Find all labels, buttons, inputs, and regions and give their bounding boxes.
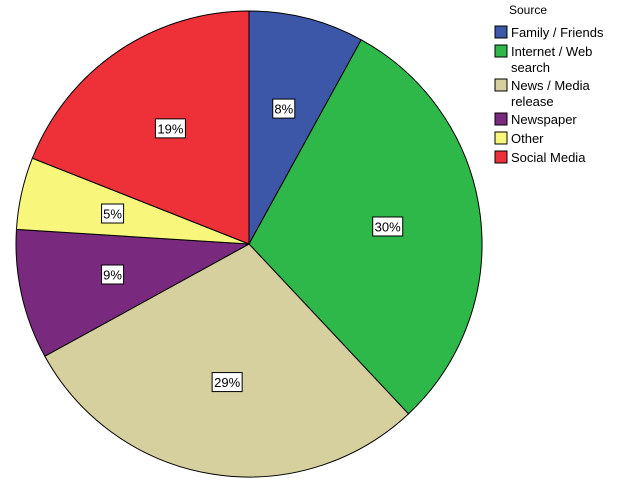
legend-item-newspaper: Newspaper xyxy=(494,112,577,127)
data-label-box xyxy=(272,98,296,119)
legend-swatch xyxy=(494,44,508,58)
data-label-text: 8% xyxy=(274,102,293,117)
legend-label: News / Media xyxy=(511,78,591,93)
legend-item-family-friends: Family / Friends xyxy=(494,25,604,40)
legend-label: Internet / Web xyxy=(511,44,592,59)
data-label-text: 30% xyxy=(375,219,401,234)
legend-label: Family / Friends xyxy=(511,25,604,40)
data-label-box xyxy=(154,118,186,139)
legend-item-social-media: Social Media xyxy=(494,150,586,165)
data-label-news-media-release: 29% xyxy=(211,372,243,393)
pie-labels: 8% 30% 29% 9% 5% 19% xyxy=(101,98,404,393)
pie-slices xyxy=(15,10,483,478)
data-label-family-friends: 8% xyxy=(272,98,296,119)
data-label-internet-web-search: 30% xyxy=(372,216,404,237)
legend-label: Social Media xyxy=(511,150,586,165)
pie-slice-newspaper xyxy=(15,228,251,357)
legend-swatch xyxy=(494,25,508,39)
legend-swatch xyxy=(494,78,508,92)
pie-slice-internet-web-search xyxy=(248,39,483,415)
legend-label: Other xyxy=(511,131,544,146)
legend-swatch xyxy=(494,131,508,145)
data-label-box xyxy=(211,372,243,393)
data-label-text: 5% xyxy=(103,207,122,222)
data-label-box xyxy=(372,216,404,237)
data-label-box xyxy=(101,203,125,224)
pie-slice-family-friends xyxy=(248,10,362,245)
legend-item-other: Other xyxy=(494,131,544,146)
data-label-other: 5% xyxy=(101,203,125,224)
legend-label: search xyxy=(511,60,550,75)
legend-label: Newspaper xyxy=(511,112,577,127)
data-label-text: 29% xyxy=(214,375,240,390)
data-label-text: 19% xyxy=(157,121,183,136)
legend: Source Family / Friends Internet / Websea… xyxy=(494,3,604,165)
data-label-box xyxy=(101,264,125,285)
pie-slice-social-media xyxy=(31,10,250,245)
legend-label: release xyxy=(511,94,554,109)
legend-swatch xyxy=(494,150,508,164)
data-label-social-media: 19% xyxy=(154,118,186,139)
legend-swatch xyxy=(494,112,508,126)
data-label-text: 9% xyxy=(103,267,122,282)
data-label-newspaper: 9% xyxy=(101,264,125,285)
legend-title: Source xyxy=(509,3,547,17)
pie-slice-news-media-release xyxy=(44,243,410,478)
